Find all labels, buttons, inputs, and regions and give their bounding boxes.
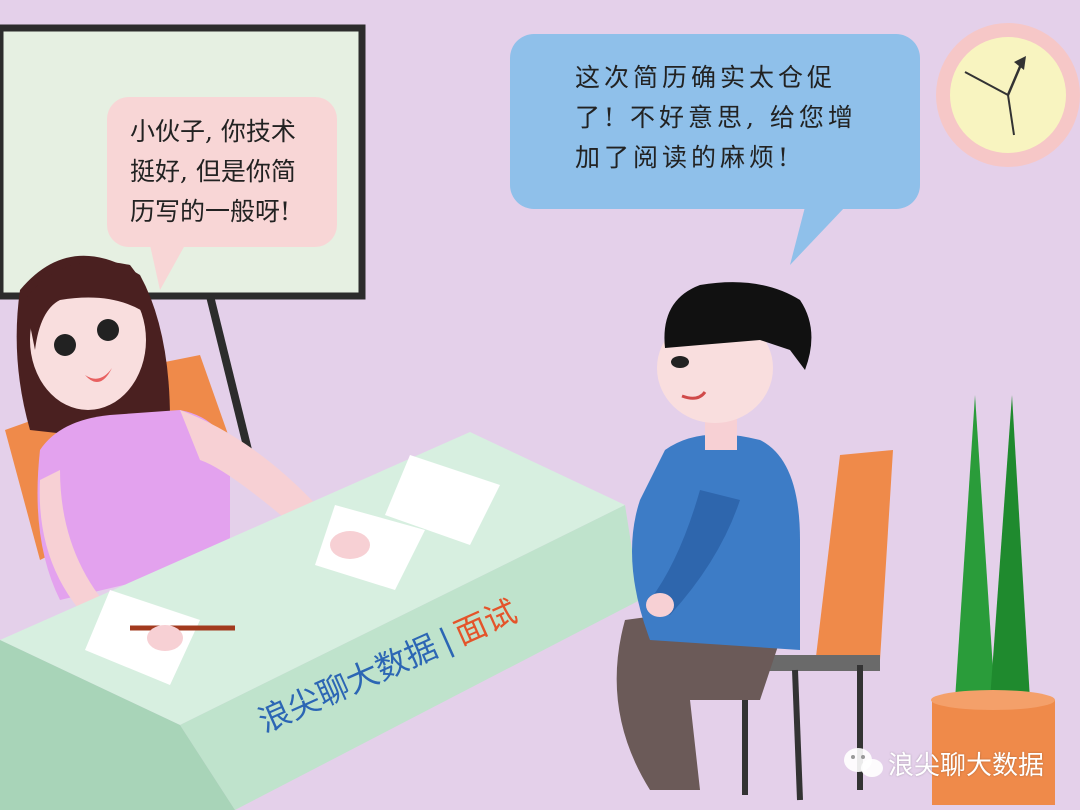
speech-line: 这次简历确实太仓促 [575,63,837,92]
candidate-speech-bubble [510,34,920,265]
speech-line: 加了阅读的麻烦! [575,143,793,172]
candidate-speech-text: 这次简历确实太仓促 了! 不好意思, 给您增 加了阅读的麻烦! [575,58,875,178]
interviewer-hand [330,531,370,559]
interviewer-speech-text: 小伙子, 你技术 挺好, 但是你简 历写的一般呀! [130,112,330,232]
candidate [616,282,812,790]
wechat-icon [844,748,883,777]
speech-line: 历写的一般呀! [130,197,291,226]
speech-line: 了! 不好意思, 给您增 [575,103,857,132]
speech-line: 挺好, 但是你简 [130,157,296,186]
interviewer-speech-bubble [107,97,337,290]
interviewer-hand [147,625,183,651]
clock-icon [936,23,1080,167]
papers [85,455,500,685]
watermark-text: 浪尖聊大数据 [888,751,1045,781]
plant [931,395,1055,805]
speech-line: 小伙子, 你技术 [130,117,296,146]
